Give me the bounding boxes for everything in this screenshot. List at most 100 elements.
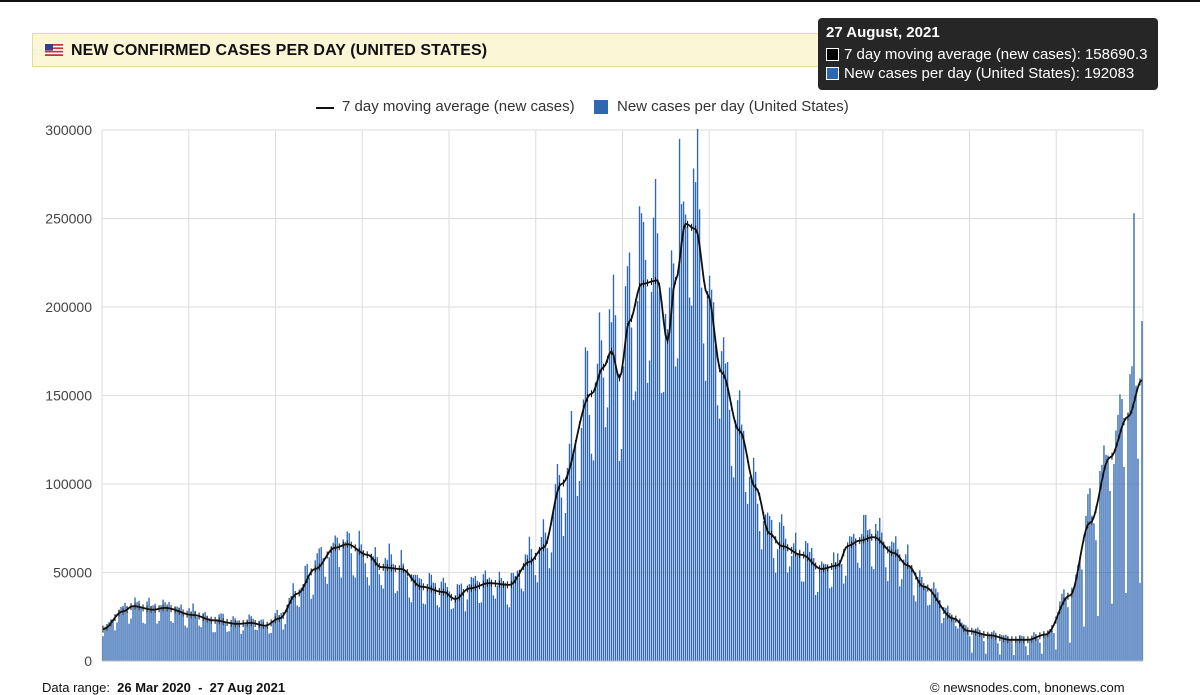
daily-case-bar — [314, 560, 316, 661]
daily-case-bar — [1055, 649, 1057, 661]
daily-case-bar — [977, 627, 979, 661]
daily-case-bar — [584, 347, 587, 661]
daily-case-bar — [692, 168, 695, 661]
daily-case-bar — [780, 514, 783, 661]
daily-case-bar — [322, 565, 324, 661]
tooltip-cases-text: New cases per day (United States): 19208… — [844, 65, 1135, 82]
daily-case-bar — [853, 533, 855, 661]
daily-case-bar — [494, 598, 497, 661]
daily-case-bar — [955, 626, 957, 661]
daily-case-bar — [178, 607, 180, 661]
daily-case-bar — [432, 582, 434, 661]
source-credit: © newsnodes.com, bnonews.com — [930, 680, 1125, 695]
daily-case-bar — [648, 360, 651, 661]
y-tick-label: 100000 — [45, 476, 92, 492]
daily-case-bar — [264, 625, 266, 661]
daily-case-bar — [328, 557, 330, 661]
daily-case-bar — [176, 606, 178, 661]
daily-case-bar — [961, 622, 963, 661]
daily-case-bar — [568, 443, 571, 661]
daily-case-bar — [660, 393, 663, 661]
y-tick-label: 50000 — [53, 565, 92, 581]
daily-case-bar — [788, 566, 791, 661]
daily-case-bar — [434, 583, 437, 661]
daily-case-bar — [806, 543, 809, 661]
daily-case-bar — [666, 329, 669, 661]
daily-case-bar — [770, 519, 773, 661]
daily-case-bar — [760, 549, 763, 661]
daily-case-bar — [170, 621, 172, 661]
daily-case-bar — [300, 587, 302, 661]
daily-case-bar — [212, 632, 214, 661]
daily-case-bar — [386, 559, 388, 661]
daily-case-bar — [823, 563, 825, 661]
daily-case-bar — [152, 605, 154, 661]
daily-case-bar — [182, 613, 184, 661]
daily-case-bar — [1017, 639, 1019, 661]
daily-case-bar — [370, 554, 372, 661]
daily-case-bar — [380, 585, 382, 661]
daily-case-bar — [845, 575, 847, 661]
daily-case-bar — [857, 562, 859, 661]
daily-case-bar — [885, 567, 887, 661]
daily-case-bar — [592, 460, 595, 661]
daily-case-bar — [206, 616, 208, 661]
daily-case-bar — [835, 562, 837, 661]
daily-case-bar — [736, 400, 739, 661]
daily-case-bar — [338, 567, 340, 661]
daily-case-bar — [668, 287, 671, 661]
daily-case-bar — [953, 618, 955, 661]
daily-case-bar — [1061, 593, 1063, 661]
daily-case-bar — [350, 553, 352, 661]
daily-case-bar — [879, 517, 881, 661]
daily-case-bar — [768, 516, 771, 661]
daily-case-bar — [921, 576, 923, 661]
daily-case-bar — [1113, 464, 1115, 661]
daily-case-bar — [841, 564, 843, 661]
daily-case-bar — [939, 600, 941, 661]
daily-case-bar — [1067, 607, 1069, 661]
daily-case-bar — [1045, 633, 1047, 661]
daily-case-bar — [454, 595, 457, 661]
daily-case-bar — [462, 592, 465, 661]
daily-case-bar — [899, 586, 901, 661]
daily-case-bar — [1093, 523, 1095, 661]
daily-case-bar — [682, 201, 685, 661]
daily-case-bar — [1005, 634, 1007, 661]
daily-case-bar — [482, 574, 485, 661]
daily-case-bar — [348, 533, 350, 661]
daily-case-bar — [919, 570, 921, 661]
daily-case-bar — [120, 606, 122, 661]
daily-case-bar — [1041, 653, 1043, 661]
daily-case-bar — [981, 633, 983, 661]
daily-case-bar — [572, 450, 575, 661]
daily-case-bar — [616, 373, 619, 661]
daily-case-bar — [1083, 626, 1085, 661]
daily-case-bar — [979, 633, 981, 661]
daily-case-bar — [232, 616, 234, 661]
daily-case-bar — [772, 558, 775, 661]
daily-case-bar — [416, 574, 418, 661]
daily-case-bar — [1051, 630, 1053, 661]
daily-case-bar — [490, 582, 493, 661]
daily-case-bar — [356, 548, 358, 661]
daily-case-bar — [778, 522, 781, 661]
daily-case-bar — [1139, 582, 1141, 661]
daily-case-bar — [877, 530, 879, 661]
daily-case-bar — [130, 618, 132, 661]
daily-case-bar — [246, 620, 248, 661]
daily-case-bar — [1059, 601, 1061, 661]
daily-case-bar — [242, 630, 244, 661]
daily-case-bar — [608, 309, 611, 661]
y-tick-label: 0 — [84, 653, 92, 669]
daily-case-bar — [1011, 643, 1013, 661]
daily-case-bar — [1135, 385, 1137, 661]
daily-case-bar — [244, 624, 246, 661]
daily-case-bar — [424, 604, 426, 661]
daily-case-bar — [336, 537, 338, 661]
daily-case-bar — [861, 534, 863, 661]
daily-case-bar — [1007, 636, 1009, 661]
daily-case-bar — [288, 597, 290, 661]
daily-case-bar — [1087, 494, 1089, 661]
